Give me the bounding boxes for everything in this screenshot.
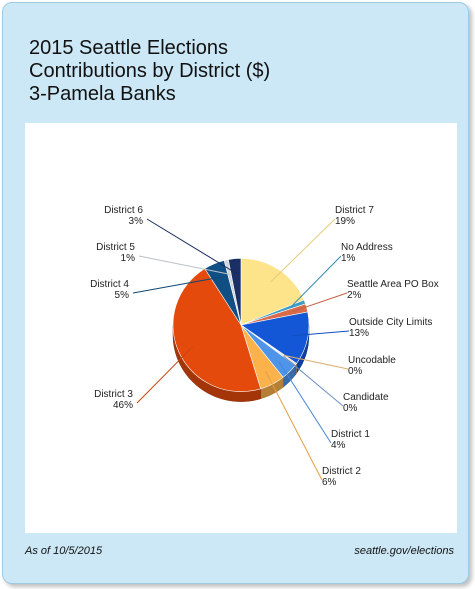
chart-card: 2015 Seattle Elections Contributions by … <box>2 2 469 584</box>
slice-percent-district-4: 5% <box>115 290 130 301</box>
chart-panel: District 7 19% No Address 1% Seattle Area PO… <box>25 123 457 533</box>
slice-label-district-3: District 3 <box>94 389 133 400</box>
leader-line-district-2 <box>265 370 323 481</box>
slice-percent-district-3: 46% <box>113 400 133 411</box>
leader-line-district-5 <box>138 255 230 275</box>
title-line-1: 2015 Seattle Elections <box>29 37 229 59</box>
slice-percent-district-6: 3% <box>129 216 144 227</box>
slice-label-district-6: District 6 <box>104 205 143 216</box>
pie-slice-district-6 <box>227 258 242 326</box>
slice-label-seattle-area-po-box: Seattle Area PO Box <box>347 279 439 290</box>
slice-label-no-address: No Address <box>341 242 393 253</box>
slice-percent-district-1: 4% <box>331 440 346 451</box>
slice-label-district-5: District 5 <box>96 242 135 253</box>
slice-percent-candidate: 0% <box>343 403 358 414</box>
slice-percent-district-2: 6% <box>322 477 337 488</box>
slice-label-district-7: District 7 <box>335 205 374 216</box>
leader-line-district-3 <box>136 346 194 404</box>
title-line-3: 3-Pamela Banks <box>29 83 176 105</box>
slice-percent-district-5: 1% <box>121 253 136 264</box>
chart-title: 2015 Seattle Elections Contributions by … <box>29 37 270 106</box>
slice-label-district-2: District 2 <box>322 466 361 477</box>
leader-line-district-4 <box>132 276 221 294</box>
pie-slice-district-3 <box>172 268 262 392</box>
source-link[interactable]: seattle.gov/elections <box>354 545 454 557</box>
slice-label-uncodable: Uncodable <box>348 355 396 366</box>
pie-slice-outside-city-limits <box>240 311 310 364</box>
slice-label-district-4: District 4 <box>90 279 129 290</box>
leader-line-uncodable <box>283 354 349 370</box>
slice-percent-uncodable: 0% <box>348 366 363 377</box>
leader-line-seattle-area-po-box <box>292 292 348 313</box>
slice-percent-no-address: 1% <box>341 253 356 264</box>
leader-line-outside-city-limits <box>292 330 350 337</box>
leader-line-district-1 <box>278 361 332 444</box>
slice-percent-district-7: 19% <box>335 216 355 227</box>
slice-label-district-1: District 1 <box>331 429 370 440</box>
slice-percent-outside-city-limits: 13% <box>349 328 369 339</box>
title-line-2: Contributions by District ($) <box>29 60 271 82</box>
leader-line-district-6 <box>146 218 237 274</box>
slice-label-outside-city-limits: Outside City Limits <box>349 317 432 328</box>
slice-percent-seattle-area-po-box: 2% <box>347 290 362 301</box>
leader-line-candidate <box>283 355 344 407</box>
leader-line-no-address <box>290 255 342 308</box>
as-of-date: As of 10/5/2015 <box>25 545 103 557</box>
slice-label-candidate: Candidate <box>343 392 389 403</box>
leader-line-district-7 <box>270 218 336 283</box>
